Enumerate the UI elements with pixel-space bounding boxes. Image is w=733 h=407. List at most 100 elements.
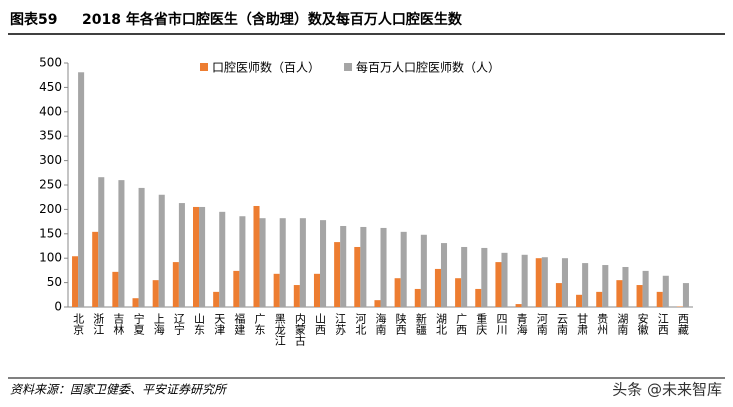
- bar: [273, 273, 280, 307]
- x-tick-label: 湖南: [616, 313, 629, 335]
- bar: [334, 242, 341, 307]
- y-tick-label: 150: [39, 226, 62, 240]
- x-tick-label: 云南: [555, 313, 568, 335]
- bar: [682, 283, 689, 307]
- bar: [440, 243, 448, 307]
- x-tick-label: 上海: [152, 313, 165, 336]
- bar: [380, 227, 387, 307]
- y-tick-label: 50: [47, 275, 62, 289]
- x-tick-label: 广西: [455, 313, 468, 335]
- chart-title: 2018 年各省市口腔医生（含助理）数及每百万人口腔医生数: [82, 11, 463, 28]
- bar: [576, 294, 583, 307]
- bar: [622, 266, 629, 307]
- x-tick-label: 天津: [213, 313, 226, 335]
- y-tick-label: 300: [39, 153, 62, 167]
- bar: [561, 258, 568, 307]
- bar: [112, 271, 119, 307]
- legend-label: 口腔医师数（百人）: [212, 60, 320, 75]
- x-tick-label: 北京: [72, 313, 85, 336]
- bar: [602, 265, 609, 307]
- bar: [455, 278, 462, 307]
- x-tick-label: 黑龙江: [273, 313, 286, 346]
- x-tick-label: 安徽: [636, 312, 649, 336]
- x-tick-label: 吉林: [112, 313, 125, 335]
- bar: [132, 298, 139, 307]
- bar: [420, 234, 427, 307]
- x-tick-label: 重庆: [475, 312, 488, 336]
- y-tick-label: 0: [54, 300, 62, 314]
- bar: [475, 288, 482, 307]
- x-tick-label: 贵州: [596, 313, 609, 335]
- bar: [219, 211, 226, 307]
- bar: [582, 263, 589, 307]
- bar: [642, 270, 649, 307]
- y-tick-label: 250: [39, 178, 62, 192]
- bar: [360, 226, 367, 307]
- bar: [400, 231, 407, 307]
- bar: [656, 291, 663, 307]
- x-tick-label: 西藏: [676, 313, 689, 336]
- bar: [434, 268, 441, 307]
- bar: [394, 278, 401, 307]
- bar: [374, 300, 381, 307]
- x-tick-label: 甘肃: [576, 313, 589, 336]
- bar: [541, 257, 548, 307]
- x-tick-label: 山东: [193, 313, 206, 335]
- bar: [535, 258, 542, 307]
- y-tick-label: 350: [39, 129, 62, 143]
- x-tick-label: 福建: [233, 312, 246, 336]
- bar: [279, 218, 286, 307]
- bar: [662, 275, 669, 307]
- x-tick-label: 河北: [354, 313, 367, 335]
- bar: [501, 252, 508, 307]
- x-tick-label: 辽宁: [172, 313, 185, 335]
- bar: [340, 225, 347, 307]
- x-tick-label: 海南: [374, 312, 387, 335]
- bar: [152, 280, 159, 307]
- bar: [138, 187, 145, 307]
- legend-swatch: [200, 63, 208, 71]
- x-tick-label: 浙江: [92, 313, 105, 335]
- watermark: 头条 @未来智库: [612, 381, 722, 399]
- bar: [233, 270, 240, 307]
- bar: [92, 231, 99, 307]
- bar: [98, 177, 105, 307]
- legend-swatch: [344, 63, 353, 71]
- bar: [172, 262, 179, 307]
- bar: [158, 194, 165, 307]
- x-tick-label: 湖北: [434, 313, 447, 335]
- bar: [515, 304, 522, 307]
- bar: [596, 291, 603, 307]
- bar: [313, 273, 321, 307]
- x-tick-label: 宁夏: [132, 312, 145, 335]
- bar: [521, 254, 528, 307]
- x-tick-label: 山西: [314, 313, 327, 335]
- legend-label: 每百万人口腔医师数（人）: [356, 60, 500, 75]
- x-tick-label: 青海: [515, 313, 528, 336]
- y-tick-label: 400: [39, 104, 62, 118]
- bar: [414, 288, 421, 307]
- bar: [213, 291, 220, 307]
- source: 资料来源：国家卫健委、平安证券研究所: [10, 383, 228, 397]
- bar: [636, 285, 643, 307]
- x-tick-label: 陕西: [394, 312, 407, 335]
- x-tick-label: 河南: [535, 313, 548, 335]
- y-tick-label: 500: [39, 56, 62, 70]
- bar: [259, 218, 266, 307]
- y-tick-label: 200: [39, 202, 62, 216]
- x-tick-label: 内蒙古: [293, 312, 306, 346]
- bar: [193, 206, 200, 307]
- bar: [253, 205, 260, 307]
- x-tick-label: 江西: [656, 313, 669, 335]
- bar: [320, 220, 327, 307]
- bar: [239, 216, 246, 307]
- bar: [495, 262, 502, 307]
- bar: [118, 180, 125, 307]
- bar: [616, 280, 623, 307]
- bar: [461, 246, 468, 307]
- bar: [178, 203, 185, 307]
- y-tick-label: 450: [39, 80, 62, 94]
- y-tick-label: 100: [39, 251, 62, 265]
